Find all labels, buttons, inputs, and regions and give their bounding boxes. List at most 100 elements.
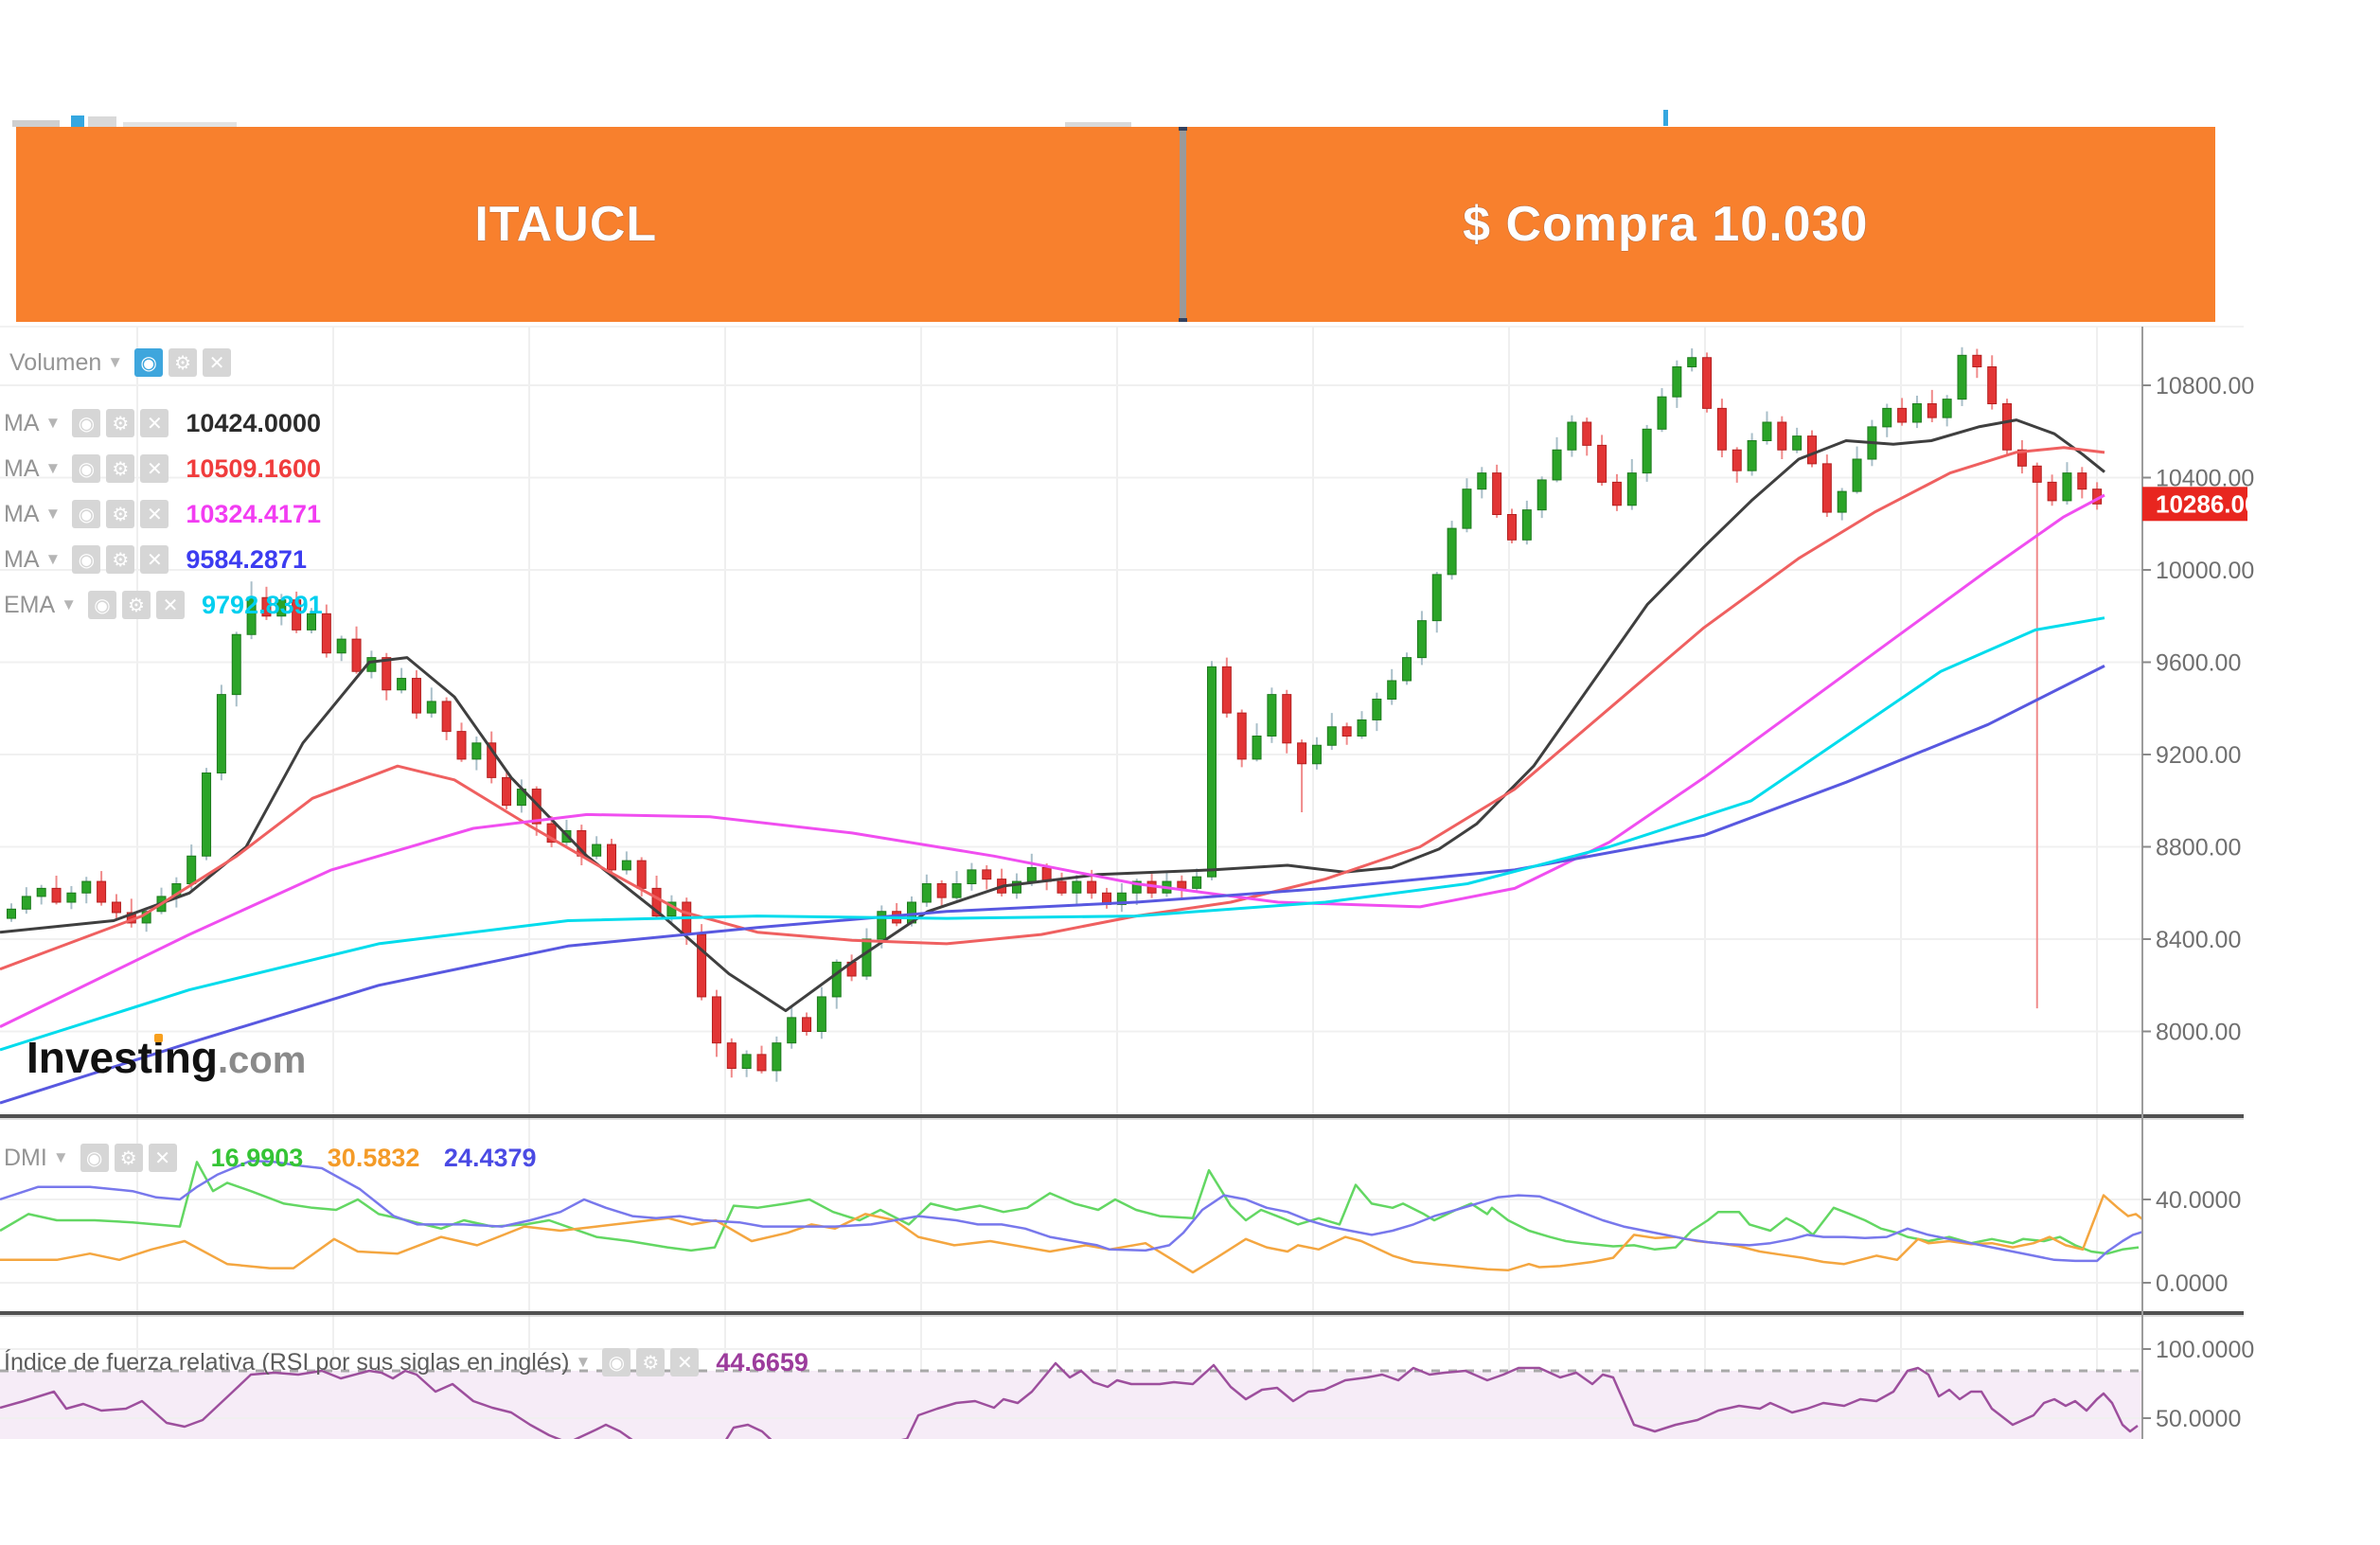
volume-label[interactable]: Volumen (9, 348, 102, 376)
logo-orange-dot (153, 1034, 163, 1042)
candle-body (1447, 527, 1457, 576)
candle-body (1477, 472, 1487, 490)
gear-icon[interactable]: ⚙ (106, 454, 135, 483)
candle-body (787, 1017, 797, 1044)
gear-icon[interactable]: ⚙ (106, 409, 135, 437)
ma-value: 10324.4171 (186, 499, 321, 528)
ma-magenta-line (0, 493, 2105, 1028)
candle-body (697, 933, 707, 998)
candle-body (1657, 396, 1667, 430)
chevron-down-icon[interactable]: ▼ (107, 353, 124, 371)
buy-price-label: $ Compra 10.030 (1463, 197, 1869, 252)
eye-icon[interactable]: ◉ (80, 1144, 109, 1172)
ma-label[interactable]: EMA (4, 591, 56, 618)
gear-icon[interactable]: ⚙ (636, 1348, 666, 1376)
dmi-label[interactable]: DMI (4, 1144, 47, 1171)
candle-body (2016, 449, 2027, 467)
eye-icon[interactable]: ◉ (72, 409, 101, 437)
candle-body (97, 880, 107, 903)
gear-icon[interactable]: ⚙ (114, 1144, 143, 1172)
candle-body (2002, 403, 2013, 451)
close-icon[interactable]: ✕ (156, 591, 186, 619)
rsi-label[interactable]: Índice de fuerza relativa (RSI por sus s… (4, 1348, 570, 1376)
legend-row-rsi: Índice de fuerza relativa (RSI por sus s… (4, 1346, 808, 1378)
candle-body (1116, 892, 1127, 905)
ma-label[interactable]: MA (4, 500, 40, 527)
candle-body (1072, 880, 1082, 894)
close-icon[interactable]: ✕ (140, 454, 169, 483)
close-icon[interactable]: ✕ (140, 545, 169, 574)
chevron-down-icon[interactable]: ▼ (44, 550, 62, 568)
chevron-down-icon[interactable]: ▼ (44, 505, 62, 523)
toolbar-fragment (88, 116, 116, 127)
candle-body (2062, 472, 2072, 502)
candle-body (2077, 472, 2087, 490)
candle-body (2047, 481, 2057, 502)
candle-body (1507, 514, 1517, 541)
gear-icon[interactable]: ⚙ (106, 545, 135, 574)
candle-body (592, 844, 602, 857)
eye-icon[interactable]: ◉ (88, 591, 117, 619)
candle-body (726, 1042, 737, 1069)
gear-icon[interactable]: ⚙ (169, 348, 198, 377)
ma-label[interactable]: MA (4, 409, 40, 436)
price-tick-label: 9200.00 (2156, 742, 2241, 769)
candle-body (1957, 354, 1967, 400)
price-tick-label: 9600.00 (2156, 650, 2241, 677)
ma-label[interactable]: MA (4, 545, 40, 573)
close-icon[interactable]: ✕ (140, 500, 169, 528)
candle-body (1942, 399, 1952, 418)
candle-body (636, 860, 647, 889)
chevron-down-icon[interactable]: ▼ (44, 459, 62, 477)
chevron-down-icon[interactable]: ▼ (61, 595, 78, 613)
candle-body (2032, 465, 2042, 483)
candle-body (1387, 680, 1397, 700)
candle-body (711, 996, 721, 1044)
eye-icon[interactable]: ◉ (134, 348, 164, 377)
candle-body (1837, 490, 1847, 513)
gear-icon[interactable]: ⚙ (106, 500, 135, 528)
candle-body (471, 742, 482, 760)
candle-body (81, 880, 92, 894)
eye-icon[interactable]: ◉ (72, 500, 101, 528)
ma-label[interactable]: MA (4, 454, 40, 482)
eye-icon[interactable]: ◉ (72, 545, 101, 574)
legend-row-ma-0: MA ▼ ◉ ⚙ ✕ 10424.0000 (4, 407, 321, 439)
eye-icon[interactable]: ◉ (72, 454, 101, 483)
candle-body (1732, 449, 1742, 471)
price-tick-label: 8400.00 (2156, 927, 2241, 953)
candle-body (1311, 744, 1322, 765)
candle-body (1372, 699, 1382, 720)
close-icon[interactable]: ✕ (140, 409, 169, 437)
candle-body (936, 883, 947, 898)
close-icon[interactable]: ✕ (203, 348, 232, 377)
candle-body (1267, 694, 1277, 737)
close-icon[interactable]: ✕ (670, 1348, 700, 1376)
candle-body (1087, 880, 1097, 894)
chevron-down-icon[interactable]: ▼ (44, 414, 62, 432)
close-icon[interactable]: ✕ (148, 1144, 177, 1172)
chevron-down-icon[interactable]: ▼ (575, 1353, 592, 1371)
rsi-line (0, 1361, 2139, 1439)
candle-body (546, 823, 557, 844)
current-price-tag[interactable] (2142, 487, 2247, 522)
candle-body (1192, 876, 1202, 889)
candles-layer (7, 346, 2103, 1082)
candle-body (1582, 421, 1592, 446)
candle-body (216, 694, 226, 773)
gear-icon[interactable]: ⚙ (122, 591, 151, 619)
candle-body (1131, 880, 1142, 894)
candle-body (951, 883, 962, 898)
ma-red-line (0, 446, 2105, 971)
eye-icon[interactable]: ◉ (602, 1348, 631, 1376)
candle-body (877, 911, 887, 940)
ema-cyan-line (0, 616, 2105, 1052)
chevron-down-icon[interactable]: ▼ (52, 1148, 69, 1166)
candle-body (1672, 366, 1682, 398)
candle-body (1297, 742, 1307, 765)
candle-body (1611, 481, 1622, 506)
candle-body (651, 887, 662, 917)
legend-row-ma-1: MA ▼ ◉ ⚙ ✕ 10509.1600 (4, 453, 321, 485)
